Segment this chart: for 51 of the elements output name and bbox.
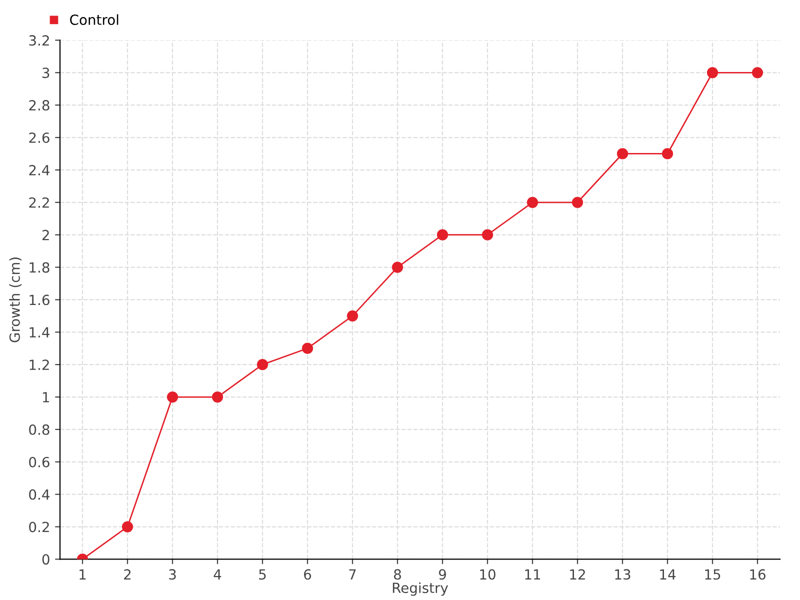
point (526, 196, 538, 208)
y-tick-label: 1.6 (30, 294, 50, 306)
point (752, 67, 764, 78)
x-tick-label: 1 (80, 569, 86, 580)
y-tick-label: 0.4 (29, 489, 50, 500)
x-tick-label: 8 (394, 569, 401, 580)
y-tick-label: 1.8 (30, 262, 50, 273)
x-tick-label: 16 (750, 569, 766, 580)
y-tick-label: 3.2 (29, 35, 49, 46)
point (392, 262, 404, 273)
x-tick-label: 14 (660, 569, 676, 580)
x-tick-label: 7 (349, 569, 356, 580)
point (616, 148, 628, 160)
y-tick-label: 3 (42, 68, 50, 78)
point (166, 391, 178, 403)
y-tick-label: 0.6 (29, 456, 50, 468)
y-tick-label: 1.2 (30, 360, 49, 370)
point (706, 67, 718, 78)
x-tick-label: 5 (259, 569, 266, 580)
x-tick-label: 6 (304, 569, 312, 580)
y-tick-label: 2 (42, 230, 49, 240)
point (346, 310, 358, 322)
point (212, 391, 224, 403)
point (302, 342, 314, 354)
x-tick-label: 4 (214, 569, 222, 580)
y-tick-label: 2.8 (29, 100, 50, 111)
y-tick-label: 2.2 (29, 197, 49, 208)
y-tick-label: 0.2 (29, 522, 49, 532)
y-tick-label: 2.6 (29, 132, 50, 143)
point (482, 229, 494, 240)
x-tick-label: 9 (438, 569, 446, 580)
x-tick-label: 3 (169, 569, 176, 580)
y-tick-label: 1.4 (30, 327, 50, 338)
point (572, 196, 584, 208)
x-tick-label: 10 (480, 569, 496, 580)
y-tick-label: 1 (42, 392, 49, 402)
y-tick-label: 0.8 (29, 424, 50, 435)
legend-label: Control (70, 14, 118, 26)
x-tick-label: 11 (525, 569, 540, 580)
point (436, 229, 448, 240)
point (662, 148, 674, 160)
y-tick-label: 0 (42, 554, 50, 565)
x-tick-label: 13 (615, 569, 630, 580)
x-axis-title: Registry (392, 582, 448, 596)
y-axis-title: Growth (cm) (9, 258, 22, 342)
x-tick-label: 12 (570, 569, 585, 580)
y-tick-label: 2.4 (29, 164, 50, 176)
point (122, 521, 134, 532)
x-tick-label: 15 (705, 569, 720, 580)
x-tick-label: 2 (124, 569, 131, 580)
point (256, 359, 268, 370)
